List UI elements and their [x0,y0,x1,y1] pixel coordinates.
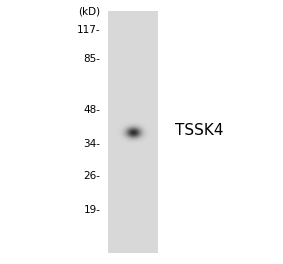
Bar [108,11,158,253]
Text: 19-: 19- [83,205,100,215]
Text: (kD): (kD) [78,7,100,17]
Text: TSSK4: TSSK4 [175,123,224,138]
Text: 48-: 48- [83,105,100,115]
Text: 85-: 85- [83,54,100,64]
Text: 117-: 117- [77,25,100,35]
Text: 34-: 34- [83,139,100,149]
Text: 26-: 26- [83,171,100,181]
